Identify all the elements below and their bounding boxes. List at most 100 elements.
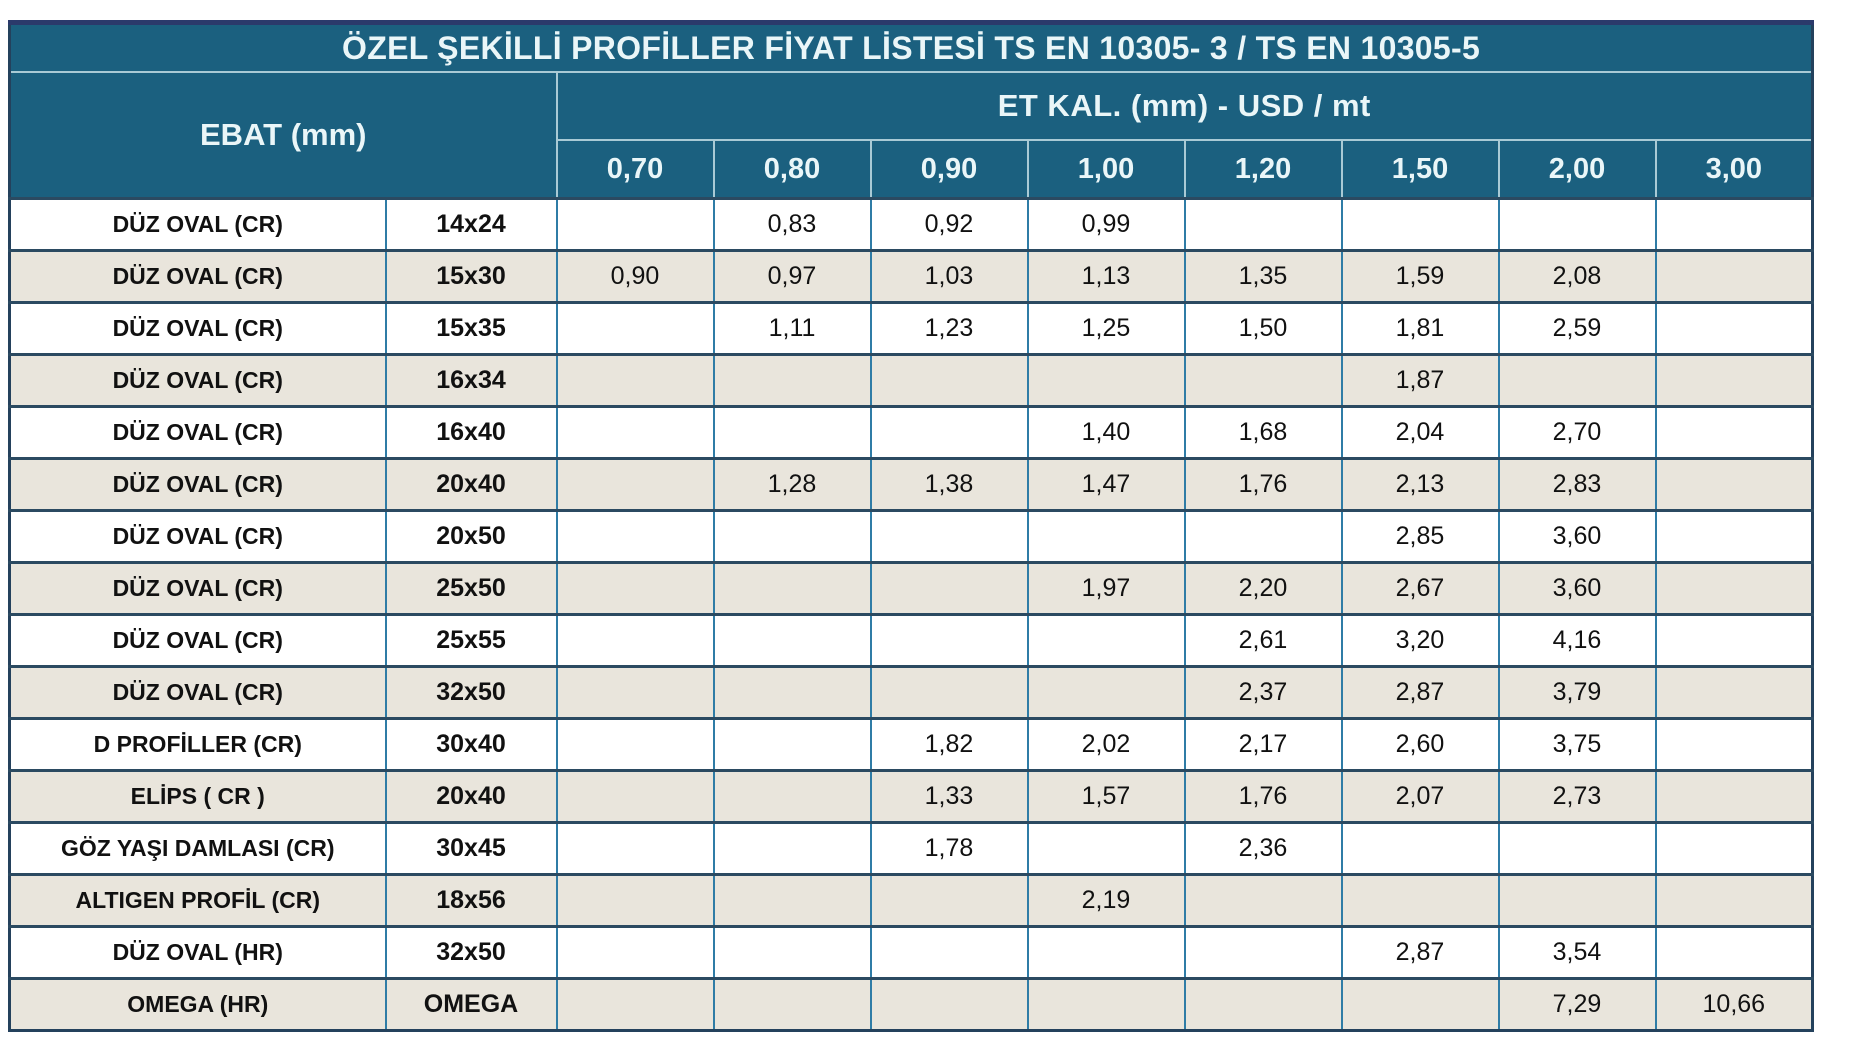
price-cell bbox=[712, 509, 871, 563]
size-cell: 16x34 bbox=[384, 353, 557, 407]
profile-name-cell: DÜZ OVAL (CR) bbox=[9, 457, 386, 511]
size-cell: 30x45 bbox=[384, 821, 557, 875]
price-cell: 2,08 bbox=[1497, 249, 1656, 303]
price-cell bbox=[869, 561, 1028, 615]
profile-name-cell: DÜZ OVAL (CR) bbox=[9, 249, 386, 303]
price-cell bbox=[1026, 613, 1185, 667]
price-cell bbox=[555, 197, 714, 251]
price-cell bbox=[555, 873, 714, 927]
price-cell bbox=[1654, 561, 1813, 615]
price-cell bbox=[555, 665, 714, 719]
price-cell: 2,61 bbox=[1183, 613, 1342, 667]
size-cell: 15x30 bbox=[384, 249, 557, 303]
price-cell: 1,57 bbox=[1026, 769, 1185, 823]
price-cell: 2,07 bbox=[1340, 769, 1499, 823]
price-cell bbox=[1340, 977, 1499, 1031]
price-cell: 1,76 bbox=[1183, 769, 1342, 823]
price-cell bbox=[1026, 977, 1185, 1031]
profile-name-cell: ELİPS ( CR ) bbox=[9, 769, 386, 823]
price-cell: 1,40 bbox=[1026, 405, 1185, 459]
price-cell: 2,59 bbox=[1497, 301, 1656, 355]
price-cell: 2,73 bbox=[1497, 769, 1656, 823]
price-cell bbox=[869, 873, 1028, 927]
profile-name-cell: DÜZ OVAL (CR) bbox=[9, 613, 386, 667]
profile-name-cell: DÜZ OVAL (CR) bbox=[9, 197, 386, 251]
price-cell: 0,99 bbox=[1026, 197, 1185, 251]
page-title: ÖZEL ŞEKİLLİ PROFİLLER FİYAT LİSTESİ TS … bbox=[9, 22, 1813, 73]
price-cell bbox=[1026, 353, 1185, 407]
price-cell bbox=[1183, 977, 1342, 1031]
profile-name-cell: GÖZ YAŞI DAMLASI (CR) bbox=[9, 821, 386, 875]
price-cell: 3,54 bbox=[1497, 925, 1656, 979]
price-cell bbox=[1654, 873, 1813, 927]
price-cell: 1,87 bbox=[1340, 353, 1499, 407]
price-cell: 1,25 bbox=[1026, 301, 1185, 355]
price-cell: 0,92 bbox=[869, 197, 1028, 251]
thickness-header-0-70: 0,70 bbox=[556, 140, 714, 199]
price-cell: 1,78 bbox=[869, 821, 1028, 875]
price-cell bbox=[1654, 249, 1813, 303]
price-cell bbox=[1026, 925, 1185, 979]
price-cell bbox=[712, 977, 871, 1031]
price-cell bbox=[712, 613, 871, 667]
price-cell bbox=[712, 769, 871, 823]
price-cell bbox=[555, 613, 714, 667]
price-cell bbox=[712, 925, 871, 979]
profile-name-cell: DÜZ OVAL (CR) bbox=[9, 301, 386, 355]
price-cell bbox=[869, 405, 1028, 459]
price-cell: 0,90 bbox=[555, 249, 714, 303]
price-cell bbox=[555, 457, 714, 511]
table-row: GÖZ YAŞI DAMLASI (CR) 30x45 1,78 2,36 bbox=[9, 821, 1813, 875]
price-cell bbox=[1183, 925, 1342, 979]
price-cell bbox=[712, 873, 871, 927]
thickness-header-2-00: 2,00 bbox=[1497, 140, 1656, 199]
size-cell: 20x40 bbox=[384, 457, 557, 511]
price-cell: 2,60 bbox=[1340, 717, 1499, 771]
price-cell bbox=[1497, 821, 1656, 875]
price-cell bbox=[1497, 197, 1656, 251]
table-row: DÜZ OVAL (CR) 25x55 2,61 3,20 4,16 bbox=[9, 613, 1813, 667]
table-row: D PROFİLLER (CR) 30x40 1,82 2,02 2,17 2,60 3,7… bbox=[9, 717, 1813, 771]
price-cell bbox=[869, 613, 1028, 667]
size-cell: 30x40 bbox=[384, 717, 557, 771]
price-cell: 2,13 bbox=[1340, 457, 1499, 511]
size-cell: 20x50 bbox=[384, 509, 557, 563]
price-cell: 2,19 bbox=[1026, 873, 1185, 927]
profile-name-cell: D PROFİLLER (CR) bbox=[9, 717, 386, 771]
price-cell: 1,28 bbox=[712, 457, 871, 511]
price-cell bbox=[712, 353, 871, 407]
price-cell bbox=[1183, 873, 1342, 927]
profile-name-cell: DÜZ OVAL (CR) bbox=[9, 561, 386, 615]
price-cell: 1,33 bbox=[869, 769, 1028, 823]
size-cell: 14x24 bbox=[384, 197, 557, 251]
header-row-1: EBAT (mm) ET KAL. (mm) - USD / mt bbox=[9, 72, 1813, 199]
price-cell: 1,11 bbox=[712, 301, 871, 355]
price-cell: 2,04 bbox=[1340, 405, 1499, 459]
price-cell bbox=[555, 821, 714, 875]
size-cell: 16x40 bbox=[384, 405, 557, 459]
price-cell: 7,29 bbox=[1497, 977, 1656, 1031]
ebat-column-header: EBAT (mm) bbox=[9, 72, 558, 199]
price-cell: 2,87 bbox=[1340, 925, 1499, 979]
price-cell bbox=[712, 821, 871, 875]
price-cell: 3,79 bbox=[1497, 665, 1656, 719]
price-cell bbox=[1654, 405, 1813, 459]
price-cell bbox=[1654, 197, 1813, 251]
size-cell: 25x55 bbox=[384, 613, 557, 667]
price-cell: 1,76 bbox=[1183, 457, 1342, 511]
price-cell bbox=[555, 509, 714, 563]
thickness-header-0-80: 0,80 bbox=[712, 140, 871, 199]
price-cell bbox=[555, 925, 714, 979]
price-cell: 1,81 bbox=[1340, 301, 1499, 355]
size-cell: 20x40 bbox=[384, 769, 557, 823]
profile-name-cell: DÜZ OVAL (CR) bbox=[9, 509, 386, 563]
price-cell: 2,20 bbox=[1183, 561, 1342, 615]
size-cell: 18x56 bbox=[384, 873, 557, 927]
table-row: DÜZ OVAL (HR) 32x50 2,87 3,54 bbox=[9, 925, 1813, 979]
price-cell: 0,83 bbox=[712, 197, 871, 251]
price-cell: 1,38 bbox=[869, 457, 1028, 511]
price-cell bbox=[1654, 353, 1813, 407]
price-cell: 1,13 bbox=[1026, 249, 1185, 303]
size-cell: 25x50 bbox=[384, 561, 557, 615]
price-cell: 1,23 bbox=[869, 301, 1028, 355]
